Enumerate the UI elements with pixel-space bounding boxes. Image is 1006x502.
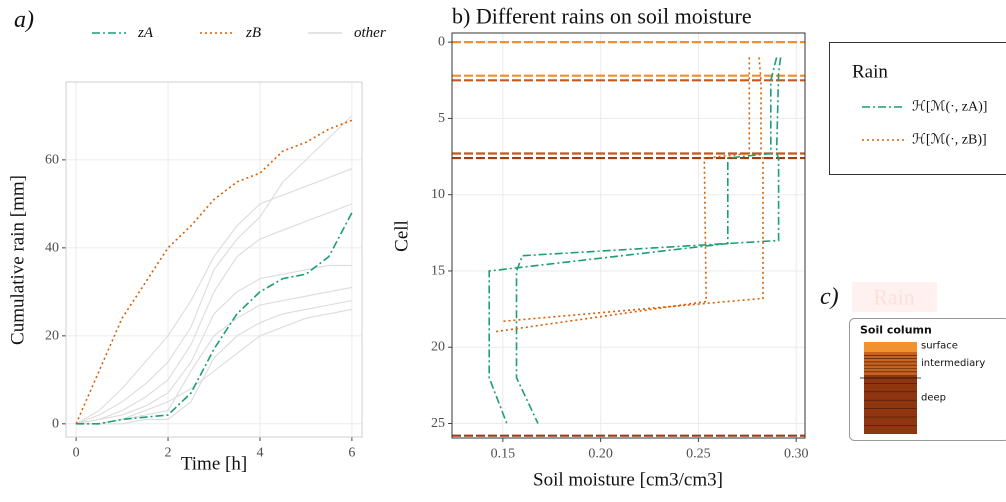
- soil-layer: [864, 342, 917, 352]
- panel-a-title: a): [14, 7, 34, 33]
- y-tick-label: 60: [45, 152, 59, 167]
- x-tick-label: 0.15: [491, 447, 516, 462]
- x-axis-title: Time [h]: [181, 454, 247, 475]
- soil-box-title: Soil column: [860, 324, 932, 337]
- y-tick-label: 25: [431, 416, 445, 431]
- legend-label: zB: [245, 25, 261, 41]
- x-axis-title: Soil moisture [cm3/cm3]: [533, 470, 723, 491]
- soil-layer-label: deep: [921, 393, 946, 404]
- x-tick-label: 0.20: [588, 447, 613, 462]
- panel-c-label: c): [820, 284, 839, 310]
- y-tick-label: 10: [431, 187, 445, 202]
- y-tick-label: 5: [438, 111, 445, 126]
- plot-area: [452, 33, 805, 438]
- y-tick-label: 0: [438, 35, 445, 50]
- legend-label: ℋ[ℳ(·, zB)]: [912, 133, 987, 148]
- y-axis-title: Cell: [392, 220, 413, 252]
- faded-title: Rain: [873, 285, 915, 310]
- y-tick-label: 40: [45, 240, 59, 255]
- soil-layer-label: surface: [921, 341, 958, 352]
- x-tick-label: 0.25: [686, 447, 711, 462]
- soil-layer-label: intermediary: [921, 358, 985, 369]
- y-tick-label: 15: [431, 263, 445, 278]
- legend-label: other: [354, 25, 386, 41]
- x-tick-label: 0.30: [784, 447, 809, 462]
- y-tick-label: 20: [431, 340, 445, 355]
- panel-b-title: b) Different rains on soil moisture: [452, 4, 752, 29]
- x-tick-label: 0: [73, 446, 80, 461]
- y-tick-label: 20: [45, 328, 59, 343]
- y-tick-label: 0: [52, 416, 59, 431]
- x-tick-label: 4: [256, 446, 263, 461]
- x-tick-label: 2: [165, 446, 172, 461]
- legend-title: Rain: [852, 62, 888, 83]
- y-axis-title: Cumulative rain [mm]: [8, 175, 29, 345]
- legend-label: zA: [137, 25, 154, 41]
- plot-area: [66, 82, 362, 437]
- legend-label: ℋ[ℳ(·, zA)]: [912, 100, 987, 115]
- x-tick-label: 6: [348, 446, 355, 461]
